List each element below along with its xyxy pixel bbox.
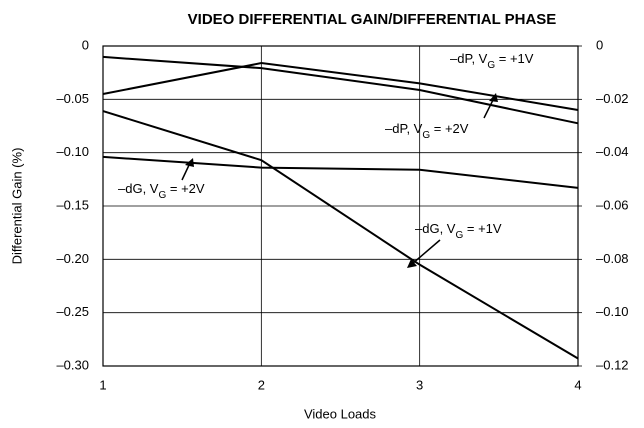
x-axis-label: Video Loads — [304, 406, 377, 421]
annotation-arrow — [181, 162, 191, 181]
annotation-part: = +2V — [166, 181, 205, 196]
y2-tick-label: –0.04 — [596, 144, 629, 159]
series-annotation: –dG, VG = +2V — [118, 181, 205, 200]
annotation-part: = +1V — [463, 221, 502, 236]
annotation-part: G — [455, 230, 463, 241]
y2-tick-label: –0.08 — [596, 251, 629, 266]
arrow-head — [407, 259, 417, 268]
y-tick-label: –0.15 — [56, 197, 89, 212]
y-tick-label: –0.30 — [56, 357, 89, 372]
series-line — [102, 155, 579, 189]
y2-tick-label: –0.02 — [596, 91, 629, 106]
annotation-part: G — [487, 60, 495, 71]
x-tick-label: 4 — [574, 377, 581, 392]
annotation-part: = +2V — [430, 121, 469, 136]
y2-tick-label: 0 — [596, 37, 603, 52]
x-tick-label: 3 — [416, 377, 423, 392]
annotation-part: –dG, V — [415, 221, 456, 236]
annotation-part: = +1V — [495, 51, 534, 66]
y-axis-label: Differential Gain (%) — [9, 148, 24, 265]
y2-tick-label: –0.06 — [596, 197, 629, 212]
y-tick-label: –0.10 — [56, 144, 89, 159]
series-line — [102, 62, 579, 111]
annotation-part: –dP, V — [385, 121, 423, 136]
series-line — [102, 55, 579, 125]
series-annotation: –dP, VG = +2V — [385, 121, 469, 140]
annotation-arrow — [411, 239, 441, 265]
y-tick-label: –0.20 — [56, 251, 89, 266]
annotation-part: G — [158, 190, 166, 201]
series-line — [102, 110, 579, 360]
x-tick-label: 1 — [99, 377, 106, 392]
x-tick-label: 2 — [258, 377, 265, 392]
annotation-part: –dG, V — [118, 181, 159, 196]
chart-title: VIDEO DIFFERENTIAL GAIN/DIFFERENTIAL PHA… — [188, 11, 557, 28]
y-tick-label: –0.05 — [56, 91, 89, 106]
annotation-part: G — [422, 130, 430, 141]
y2-tick-label: –0.12 — [596, 357, 629, 372]
y-tick-label: –0.25 — [56, 304, 89, 319]
series-annotation: –dG, VG = +1V — [415, 221, 502, 240]
annotation-part: –dP, V — [450, 51, 488, 66]
y-tick-label: 0 — [82, 37, 89, 52]
series-annotation: –dP, VG = +1V — [450, 51, 534, 70]
y2-tick-label: –0.10 — [596, 304, 629, 319]
